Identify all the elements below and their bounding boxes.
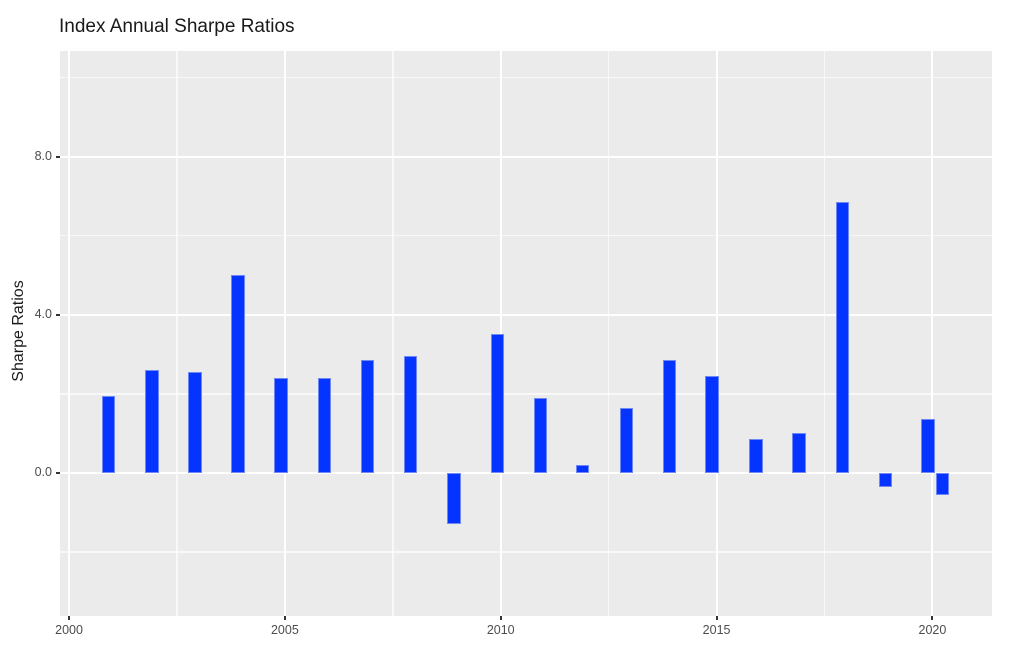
bar-2020 (936, 472, 950, 495)
x-tick-2005 (283, 616, 286, 620)
x-tick-2020 (931, 616, 934, 620)
gridline-y-0 (60, 471, 992, 474)
bar-2006 (361, 360, 375, 473)
chart-title: Index Annual Sharpe Ratios (59, 16, 295, 37)
y-tick-label-8: 8.0 (34, 148, 52, 163)
bar-2005 (317, 377, 332, 473)
y-tick-0 (56, 471, 60, 474)
x-tick-label-2005: 2005 (270, 623, 299, 637)
x-tick-2015 (715, 616, 718, 620)
x-tick-label-2015: 2015 (702, 623, 731, 637)
y-tick-4 (56, 313, 60, 316)
bar-2011 (576, 464, 590, 473)
gridline-y-8 (60, 155, 992, 158)
x-tick-2000 (68, 616, 71, 620)
gridline-x-minor-2012.5 (607, 51, 610, 616)
plot-panel (60, 51, 992, 616)
bar-2002 (188, 372, 202, 473)
gridline-y-minor-6 (60, 234, 992, 237)
bar-2017 (835, 202, 850, 473)
gridline-y-minor-10 (60, 76, 992, 79)
bar-2019 (921, 419, 935, 473)
gridline-x-2020 (931, 51, 934, 616)
bar-2003 (231, 275, 245, 473)
y-tick-8 (56, 155, 60, 158)
gridline-y-4 (60, 313, 992, 316)
bar-2013 (662, 360, 677, 473)
bar-2001 (145, 370, 159, 473)
gridline-x-2015 (715, 51, 718, 616)
x-tick-2010 (499, 616, 502, 620)
gridline-x-2005 (283, 51, 286, 616)
gridline-y-minor-2 (60, 393, 992, 395)
x-tick-label-2010: 2010 (486, 623, 515, 637)
bar-2014 (705, 376, 719, 473)
bar-2007 (403, 356, 418, 473)
gridline-x-2010 (499, 51, 502, 616)
bar-2004 (274, 377, 288, 473)
y-tick-label-0: 0.0 (34, 464, 52, 479)
bar-2016 (792, 433, 806, 473)
bar-2008 (447, 472, 461, 525)
gridline-x-minor-2002.5 (176, 51, 178, 616)
x-tick-label-2000: 2000 (55, 623, 83, 637)
gridline-x-minor-2017.5 (823, 51, 826, 616)
bar-2012 (619, 407, 634, 473)
bar-2000 (101, 395, 116, 473)
y-axis-title: Sharpe Ratios (10, 280, 27, 382)
bar-2010 (533, 397, 548, 473)
gridline-x-2000 (68, 51, 71, 616)
y-tick-label-4: 4.0 (34, 306, 52, 321)
bar-2009 (490, 334, 504, 473)
gridline-x-minor-2007.5 (392, 51, 394, 616)
gridline-y-minor--2 (60, 551, 992, 553)
bar-2015 (749, 439, 763, 473)
bar-2018 (879, 472, 893, 487)
x-tick-label-2020: 2020 (918, 623, 947, 637)
